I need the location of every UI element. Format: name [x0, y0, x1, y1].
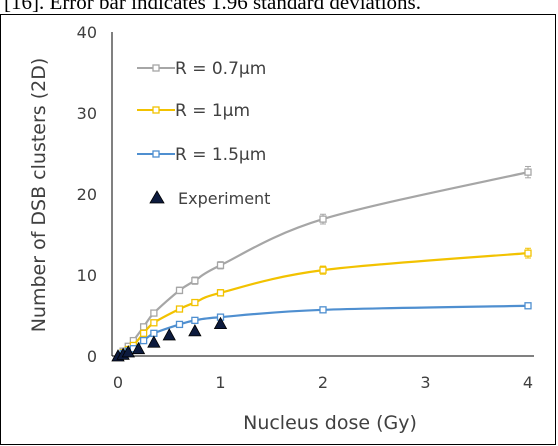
figure-caption-fragment: [16]. Error bar indicates 1.96 standard … — [4, 0, 421, 13]
experiment-point — [162, 328, 176, 341]
data-point — [139, 336, 148, 345]
data-point — [216, 261, 225, 269]
data-point — [175, 320, 184, 329]
y-tick-label: 40 — [77, 23, 97, 42]
experiment-point — [121, 345, 135, 358]
experiment-point — [131, 341, 146, 355]
x-tick-label: 4 — [523, 373, 533, 392]
series-1 — [117, 247, 532, 357]
chart-frame — [0, 14, 556, 445]
legend-marker — [152, 64, 160, 72]
legend: R = 0.7μm R = 1μm R = 1.5μm Experiment — [137, 59, 270, 208]
legend-marker — [152, 106, 160, 114]
y-tick-label: 30 — [77, 104, 97, 123]
legend-item: R = 0.7μm — [137, 59, 266, 79]
legend-item: R = 1.5μm — [137, 145, 266, 165]
x-tick-label: 1 — [215, 373, 225, 392]
y-tick-label: 20 — [77, 185, 97, 204]
series — [111, 165, 532, 362]
legend-marker — [152, 150, 160, 158]
legend-label: Experiment — [178, 189, 270, 208]
data-point — [524, 249, 532, 257]
data-point — [175, 286, 184, 295]
axes — [111, 32, 534, 357]
x-tick-label: 2 — [318, 373, 328, 392]
data-point — [150, 309, 158, 317]
y-axis-label: Number of DSB clusters (2D) — [28, 58, 50, 333]
data-point — [191, 316, 199, 325]
data-point — [150, 319, 158, 327]
experiment-point — [213, 316, 228, 330]
data-point — [524, 302, 532, 310]
x-tick-label: 0 — [113, 373, 123, 392]
experiment-point — [188, 324, 202, 337]
y-tick-label: 10 — [77, 266, 97, 285]
data-point — [319, 266, 327, 274]
legend-item: R = 1μm — [137, 101, 250, 121]
data-point — [191, 277, 199, 285]
experiment-point — [147, 335, 161, 348]
data-point — [319, 306, 327, 314]
y-tick-label: 0 — [87, 347, 97, 366]
data-point — [175, 305, 184, 313]
legend-item: Experiment — [149, 189, 270, 208]
legend-label: R = 0.7μm — [175, 59, 266, 79]
legend-label: R = 1.5μm — [175, 145, 266, 165]
series-3 — [111, 316, 228, 362]
x-tick-label: 3 — [420, 373, 430, 392]
legend-label: R = 1μm — [175, 101, 250, 121]
x-axis-label: Nucleus dose (Gy) — [243, 412, 417, 434]
data-point — [524, 168, 532, 176]
data-point — [191, 298, 199, 307]
data-point — [319, 215, 327, 223]
data-point — [139, 323, 148, 331]
legend-marker — [149, 190, 165, 204]
data-point — [216, 289, 225, 297]
data-point — [139, 329, 148, 337]
